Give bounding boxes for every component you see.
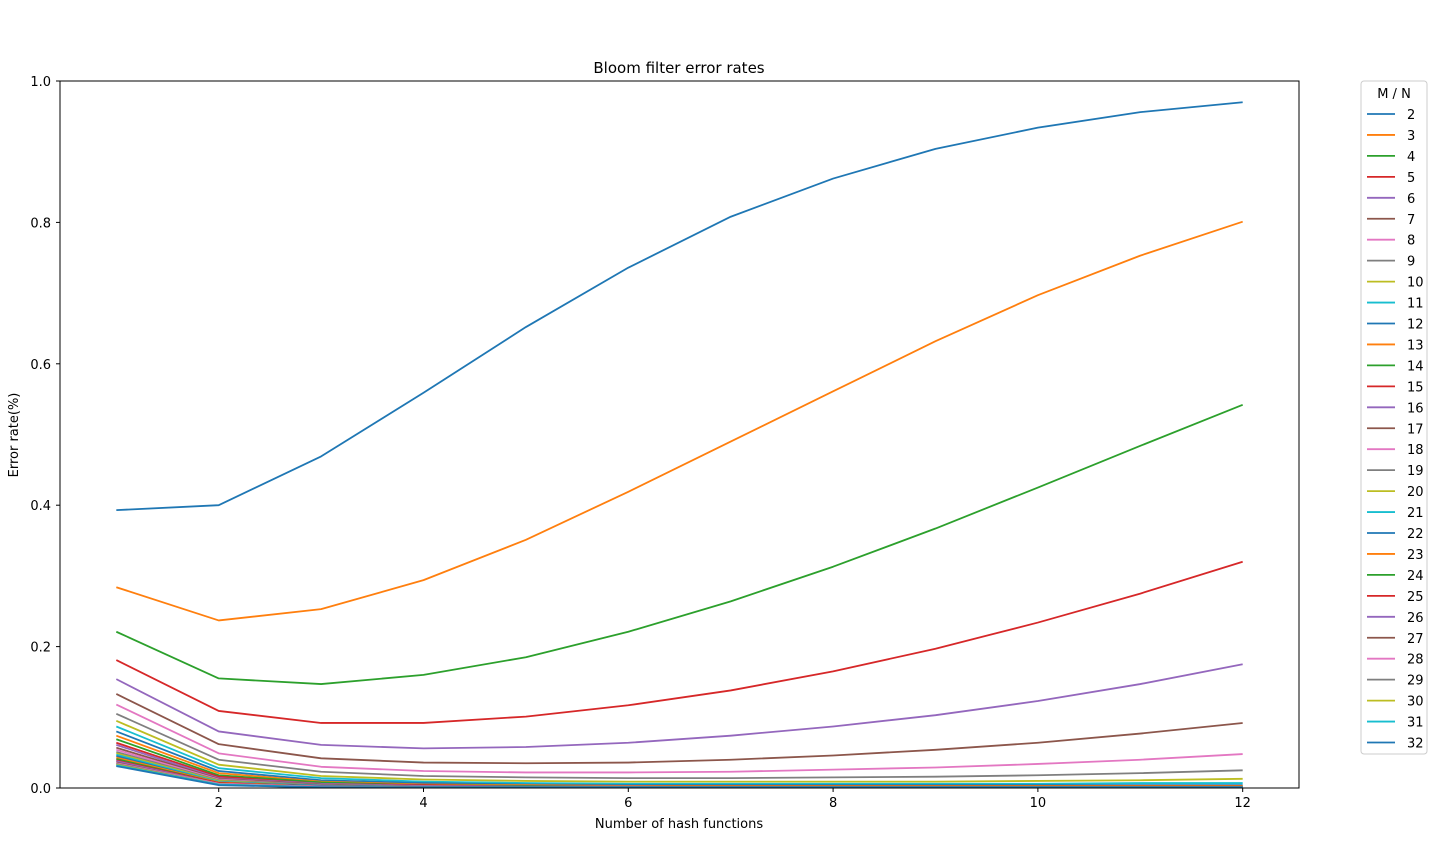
legend-label: 30 [1407,695,1424,710]
x-tick-label: 2 [215,796,223,811]
legend-label: 22 [1407,527,1424,542]
y-tick-label: 0.4 [30,499,51,514]
legend-item: 11 [1367,297,1424,312]
legend-label: 29 [1407,674,1424,689]
legend-label: 24 [1407,569,1424,584]
x-axis: 2 4 6 8 10 12 [215,788,1251,811]
legend: M / N 2345678910111213141516171819202122… [1360,80,1428,755]
legend-title: M / N [1377,87,1411,102]
legend-item: 27 [1367,632,1424,647]
legend-label: 25 [1407,590,1424,605]
y-tick-label: 0.8 [30,216,51,231]
legend-item: 30 [1367,695,1424,710]
legend-item: 5 [1367,171,1415,186]
legend-label: 9 [1407,255,1415,270]
series-layer [115,101,1244,789]
legend-item: 32 [1367,737,1424,752]
legend-label: 19 [1407,464,1424,479]
legend-item: 8 [1367,234,1415,249]
legend-label: 32 [1407,737,1424,752]
series-line-5 [115,560,1243,724]
y-tick-label: 1.0 [30,75,51,90]
legend-label: 12 [1407,318,1424,333]
legend-item: 25 [1367,590,1424,605]
series-line-7 [115,693,1243,765]
legend-label: 23 [1407,548,1424,563]
x-tick-label: 4 [419,796,427,811]
legend-label: 16 [1407,401,1424,416]
legend-item: 10 [1367,276,1424,291]
legend-item: 28 [1367,653,1424,668]
plot-area [115,101,1244,789]
series-line-4 [115,403,1244,685]
y-axis-label: Error rate(%) [7,393,22,478]
series-line-6 [115,663,1243,750]
legend-item: 12 [1367,318,1424,333]
series-line-9 [115,712,1243,779]
chart-title: Bloom filter error rates [593,59,764,77]
legend-label: 6 [1407,192,1415,207]
series-line-32 [116,765,1243,789]
legend-label: 10 [1407,276,1424,291]
legend-label: 31 [1407,716,1424,731]
x-tick-label: 8 [829,796,837,811]
legend-item: 21 [1367,506,1424,521]
legend-item: 7 [1367,213,1415,228]
legend-item: 31 [1367,716,1424,731]
legend-item: 4 [1367,150,1415,165]
y-axis: 0.0 0.2 0.4 0.6 0.8 1.0 [30,75,60,797]
series-line-3 [116,220,1243,622]
legend-label: 8 [1407,234,1415,249]
axes-frame [59,80,1300,789]
legend-item: 9 [1367,255,1415,270]
legend-item: 29 [1367,674,1424,689]
legend-item: 15 [1367,380,1424,395]
legend-item: 19 [1367,464,1424,479]
legend-items: 2345678910111213141516171819202122232425… [1367,108,1424,752]
legend-item: 18 [1367,443,1424,458]
x-tick-label: 10 [1030,796,1047,811]
y-tick-label: 0.2 [30,641,51,656]
y-tick-label: 0.0 [30,782,51,797]
series-line-10 [115,720,1243,783]
legend-item: 17 [1367,422,1424,437]
legend-label: 13 [1407,338,1424,353]
legend-label: 20 [1407,485,1424,500]
legend-label: 27 [1407,632,1424,647]
legend-label: 4 [1407,150,1415,165]
x-tick-label: 6 [624,796,632,811]
legend-label: 7 [1407,213,1415,228]
legend-label: 3 [1407,129,1415,144]
series-line-8 [115,703,1243,774]
series-line-2 [116,101,1243,512]
legend-label: 26 [1407,611,1424,626]
legend-item: 14 [1367,359,1424,374]
legend-item: 22 [1367,527,1424,542]
legend-item: 26 [1367,611,1424,626]
legend-label: 18 [1407,443,1424,458]
x-axis-label: Number of hash functions [595,817,763,832]
legend-item: 23 [1367,548,1424,563]
legend-label: 2 [1407,108,1415,123]
legend-item: 24 [1367,569,1424,584]
legend-label: 5 [1407,171,1415,186]
legend-item: 6 [1367,192,1415,207]
legend-label: 15 [1407,380,1424,395]
series-line-11 [115,725,1243,785]
legend-item: 16 [1367,401,1424,416]
legend-label: 28 [1407,653,1424,668]
y-tick-label: 0.6 [30,358,51,373]
legend-label: 17 [1407,422,1424,437]
legend-box [1360,80,1428,755]
legend-label: 14 [1407,359,1424,374]
legend-label: 11 [1407,297,1424,312]
legend-label: 21 [1407,506,1424,521]
x-tick-label: 12 [1234,796,1251,811]
legend-item: 20 [1367,485,1424,500]
legend-item: 3 [1367,129,1415,144]
legend-item: 2 [1367,108,1415,123]
legend-item: 13 [1367,338,1424,353]
